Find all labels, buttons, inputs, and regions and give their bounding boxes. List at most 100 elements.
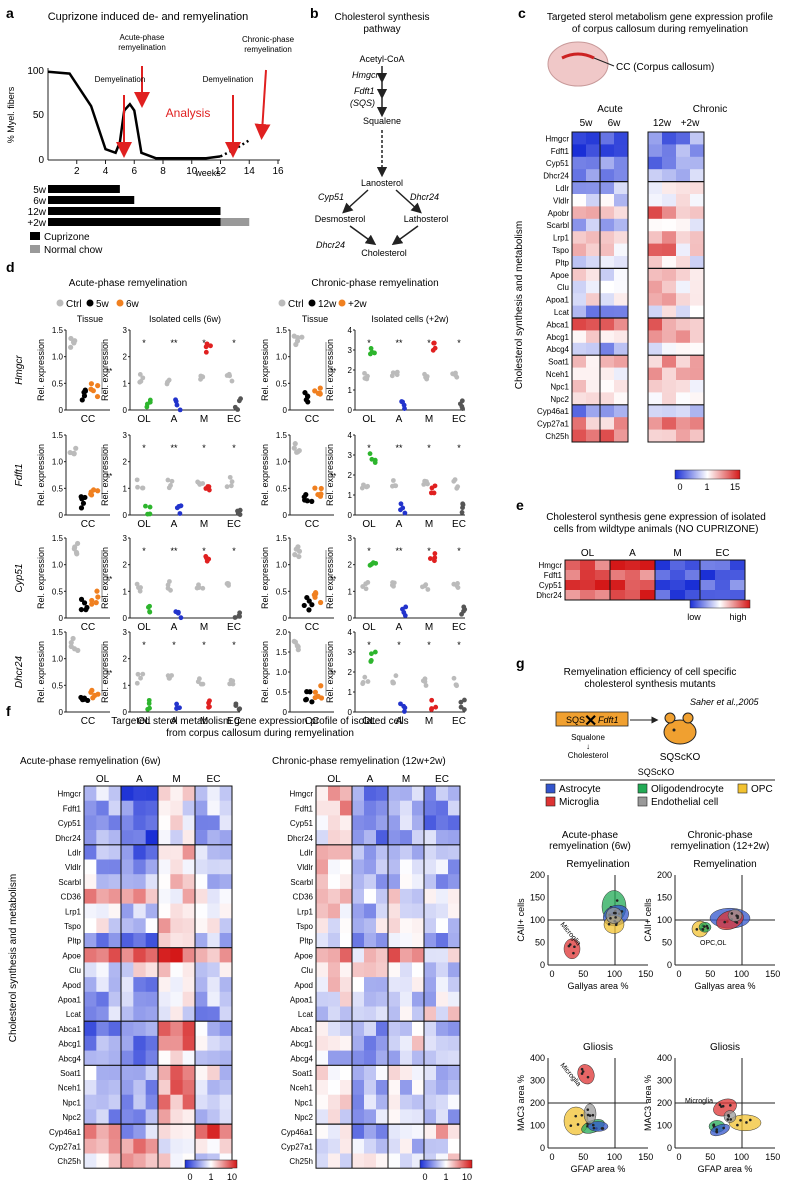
significance-stars: * xyxy=(367,546,371,556)
y-tick-label: 4 xyxy=(348,326,353,335)
heatmap-f-cell xyxy=(145,1021,159,1037)
heatmap-f-cell xyxy=(424,933,437,948)
heatmap-f-cell xyxy=(158,977,171,993)
heatmap-f-cell xyxy=(316,947,329,963)
y-tick-label: 100 xyxy=(530,915,545,925)
heatmap-f-cell xyxy=(121,874,134,890)
heatmap-f-cell xyxy=(412,800,425,816)
node-lathosterol: Lathosterol xyxy=(404,214,449,224)
ylabel-rel-expression: Rel. expression xyxy=(36,641,46,703)
heatmap-f-cell xyxy=(108,1124,122,1140)
heatmap-f-cell xyxy=(340,918,353,934)
heatmap-f-cell xyxy=(388,786,401,801)
heatmap-c-cell xyxy=(572,305,587,319)
heatmap-f-cell xyxy=(182,815,196,831)
heatmap-c-row-label: Cyp27a1 xyxy=(537,420,570,429)
x-tick-label: EC xyxy=(452,414,466,425)
data-point xyxy=(196,480,202,486)
heatmap-f-cell xyxy=(219,844,233,860)
legend-swatch xyxy=(545,783,556,794)
data-point xyxy=(451,675,457,681)
heatmap-f-cell xyxy=(182,1080,196,1095)
heatmap-f-cell xyxy=(170,815,183,831)
heatmap-c-cell xyxy=(662,169,677,182)
heatmap-c-cell xyxy=(586,380,601,393)
x-tick-label: M xyxy=(425,519,433,530)
gene-row-label: Dhcr24 xyxy=(14,655,25,688)
heatmap-f-cell xyxy=(352,1124,365,1140)
heatmap-f-cell xyxy=(376,830,389,846)
y-tick-label: 4 xyxy=(348,628,353,637)
heatmap-f-cell xyxy=(448,1021,461,1037)
heatmap-c-cell xyxy=(690,181,705,195)
heatmap-f-row-label: Clu xyxy=(301,966,313,975)
heatmap-f-cell xyxy=(219,947,233,963)
data-point xyxy=(74,551,80,557)
heatmap-f-cell xyxy=(376,859,389,875)
panel-c-letter: c xyxy=(518,5,526,21)
heatmap-e-cell xyxy=(610,570,626,581)
ylabel-rel-expression: Rel. expression xyxy=(260,641,270,703)
heatmap-f-cell xyxy=(388,859,401,875)
data-point xyxy=(315,491,321,498)
x-tick-label: CC xyxy=(305,519,319,530)
heatmap-f-cell xyxy=(436,933,449,948)
heatmap-c-cell xyxy=(676,169,691,182)
heatmap-f-cell xyxy=(195,991,208,1007)
heatmap-f-cell xyxy=(352,991,365,1007)
heatmap-f-cell xyxy=(145,977,159,993)
data-point xyxy=(581,1070,585,1073)
panel-a-xlabel: weeks xyxy=(194,168,221,178)
timeline-bar-label: +2w xyxy=(27,218,46,229)
brain-icon xyxy=(547,41,609,87)
scale-c-min: 0 xyxy=(677,482,682,492)
heatmap-f-cell xyxy=(170,1050,183,1066)
heatmap-f-cell xyxy=(108,1109,122,1125)
heatmap-c-cell xyxy=(600,144,615,158)
heatmap-f-cell xyxy=(412,888,425,904)
heatmap-c-cell xyxy=(690,404,705,418)
y-tick-label: 3 xyxy=(123,431,128,440)
scatter-subtitle: Remyelination xyxy=(693,859,756,870)
heatmap-f-cell xyxy=(145,786,159,801)
x-tick-label: M xyxy=(200,519,208,530)
heatmap-f-cell xyxy=(195,786,208,801)
data-point xyxy=(165,585,171,591)
heatmap-c-cell xyxy=(586,305,601,319)
data-point xyxy=(165,477,171,483)
heatmap-f-cell xyxy=(424,1109,437,1125)
chronic-label: Chronic-phase remyelination xyxy=(242,35,295,54)
heatmap-f-cell xyxy=(158,830,171,846)
data-point xyxy=(203,349,209,355)
ylabel-rel-expression: Rel. expression xyxy=(100,339,110,401)
heatmap-f-cell xyxy=(158,962,171,978)
significance-stars: * xyxy=(457,338,461,348)
y-tick-label: 1.0 xyxy=(276,353,288,362)
legend-swatch xyxy=(637,783,648,794)
heatmap-f-cell xyxy=(328,903,341,919)
y-tick-label: 0.5 xyxy=(52,484,64,493)
ylabel-rel-expression: Rel. expression xyxy=(260,339,270,401)
scale-c-mid: 1 xyxy=(704,482,709,492)
heatmap-c-cell xyxy=(586,256,601,269)
heatmap-c-cell xyxy=(572,268,587,282)
heatmap-f-cell xyxy=(340,1035,353,1051)
data-point xyxy=(89,597,95,604)
data-point xyxy=(421,482,427,487)
heatmap-f-cell xyxy=(352,933,365,948)
heatmap-f-cell xyxy=(448,1080,461,1095)
heatmap-f-cell xyxy=(388,991,401,1007)
data-point xyxy=(235,407,241,412)
scale-f-chronic-1: 1 xyxy=(443,1172,448,1182)
heatmap-c-cell xyxy=(586,156,601,170)
heatmap-f-cell xyxy=(412,844,425,860)
heatmap-f-cell xyxy=(84,800,97,816)
data-point xyxy=(363,581,369,587)
y-tick-label: 1.0 xyxy=(52,458,64,467)
heatmap-c-row-label: Apoe xyxy=(550,271,569,280)
corpus-callosum-icon xyxy=(561,52,595,60)
heatmap-c-cell xyxy=(662,367,677,381)
heatmap-f-cell xyxy=(207,1065,220,1081)
heatmap-f-cell xyxy=(364,1065,377,1081)
